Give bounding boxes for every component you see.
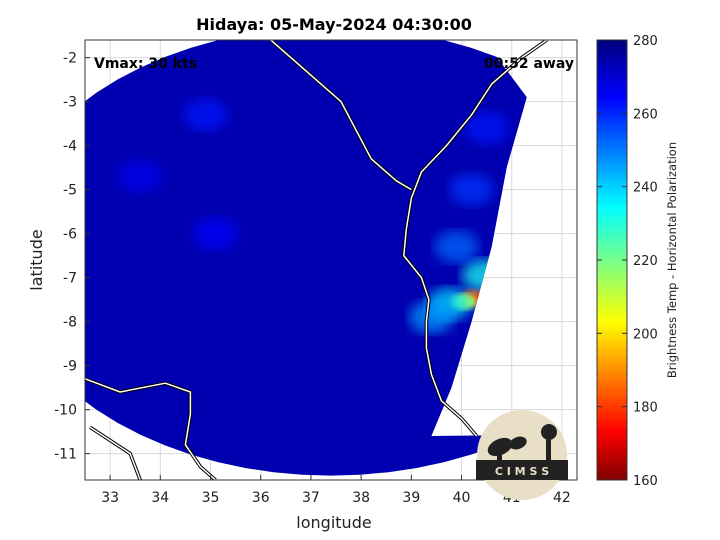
vmax-label: Vmax: 30 kts [94,56,197,72]
colorbar-tick-label: 200 [633,327,658,342]
y-tick-label: -2 [63,51,77,67]
y-tick-label: -9 [63,359,77,375]
y-tick-labels: -2 -3 -4 -5 -6 -7 -8 -9 -10 -11 [54,51,90,463]
brightness-temp-feature [193,217,238,250]
coastline-line [85,378,216,480]
y-axis-label: latitude [27,229,46,290]
x-tick-label: 37 [302,490,320,506]
y-tick-label: -6 [63,227,77,243]
y-tick-label: -10 [54,403,77,419]
time-away-label: 00:52 away [484,56,574,72]
x-tick-label: 39 [402,490,420,506]
colorbar-tick-label: 260 [633,107,658,122]
chart-title: Hidaya: 05-May-2024 04:30:00 [196,15,472,34]
cimss-logo: C I M S S [476,410,568,500]
x-axis-label: longitude [296,513,371,532]
x-tick-label: 38 [352,490,370,506]
x-tick-label: 42 [553,490,571,506]
x-tick-label: 40 [453,490,471,506]
coastline [85,40,548,480]
colorbar-tick-label: 160 [633,474,658,489]
swath-background [85,40,527,476]
x-tick-label: 36 [252,490,270,506]
coastline-line [403,40,548,437]
y-tick-label: -4 [63,139,77,155]
brightness-temp-feature [183,98,228,131]
colorbar-tick-label: 240 [633,181,658,196]
brightness-temp-feature [449,173,494,206]
colorbar-tick-label: 220 [633,254,658,269]
x-tick-label: 35 [202,490,220,506]
y-tick-label: -3 [63,95,77,111]
y-tick-label: -5 [63,183,77,199]
cimss-logo-text: C I M S S [495,465,549,478]
brightness-temp-feature [409,301,454,334]
y-tick-label: -8 [63,315,77,331]
colorbar-label: Brightness Temp - Horizontal Polarizatio… [665,142,679,378]
x-tick-label: 34 [151,490,169,506]
y-tick-label: -11 [54,447,77,463]
plot-frame [84,39,578,481]
x-tick-label: 33 [101,490,119,506]
colorbar-tick-label: 280 [633,34,658,49]
colorbar-ticks: 280 260 240 220 200 180 160 [597,34,658,489]
brightness-temp-feature [118,160,163,193]
coastline-line [89,426,141,480]
y-tick-label: -7 [63,271,77,287]
coastline-line [270,40,412,191]
brightness-temp-feature [434,230,479,263]
colorbar-tick-label: 180 [633,401,658,416]
brightness-temp-feature [464,112,509,144]
